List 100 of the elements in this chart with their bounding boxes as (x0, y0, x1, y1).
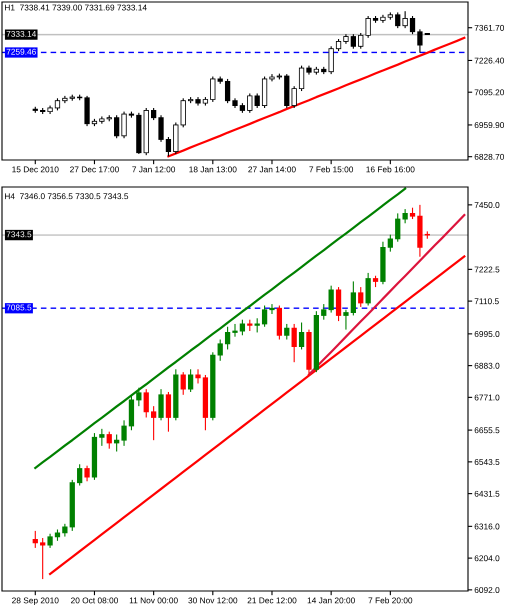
y-tick-label: 7095.20 (474, 89, 504, 96)
line-series (48, 255, 466, 576)
candlestick (166, 136, 172, 157)
candlestick (292, 323, 297, 363)
candlestick (180, 372, 186, 396)
candlestick (218, 338, 223, 362)
y-tick-label: 6655.5 (474, 427, 500, 434)
candlestick (210, 76, 216, 102)
y-tick-label: 6828.70 (474, 154, 504, 160)
candlestick (336, 38, 342, 52)
ref-line-label: 7333.14 (6, 30, 36, 37)
x-tick-label: 18 Jan 13:00 (189, 166, 237, 172)
candlestick (298, 322, 304, 350)
candlestick (32, 530, 38, 548)
candlestick (150, 406, 156, 441)
x-tick-label: 30 Nov 12:00 (188, 597, 238, 604)
chart-title: H1 7338.41 7339.00 7331.69 7333.14 (5, 4, 147, 10)
candlestick (114, 434, 120, 452)
candlestick (158, 114, 164, 142)
candlestick (321, 304, 326, 320)
candlestick (292, 86, 297, 109)
candlestick (328, 46, 334, 75)
x-tick-label: 28 Sep 2010 (12, 597, 59, 606)
y-tick-label: 6883.0 (474, 362, 500, 369)
candlestick (136, 387, 142, 407)
candlestick (54, 98, 60, 111)
x-tick-label: 20 Oct 08:00 (71, 597, 118, 604)
candlestick (54, 528, 60, 542)
ref-line-label: 7085.5 (6, 304, 32, 310)
x-tick-label: 16 Feb 16:00 (366, 166, 415, 172)
candlestick (402, 208, 408, 224)
y-tick-label: 7222.5 (474, 266, 500, 272)
y-tick-label: 7110.5 (474, 298, 499, 304)
candlestick (106, 431, 112, 450)
candlestick (232, 98, 238, 109)
candlestick (114, 114, 120, 139)
candlestick (121, 111, 127, 139)
candlestick (358, 32, 364, 50)
candlestick (240, 319, 246, 336)
x-tick-label: 14 Jan 20:00 (308, 597, 355, 604)
candlestick (343, 34, 349, 44)
y-tick-label: 6995.0 (474, 331, 500, 337)
x-tick-label: 7 Feb 15:00 (309, 166, 354, 172)
x-tick-label: 27 Jan 14:00 (248, 166, 296, 172)
x-tick-label: 7 Feb 20:00 (368, 597, 412, 604)
candlestick (121, 420, 127, 446)
candlestick (254, 92, 260, 109)
line-series (167, 36, 466, 158)
candlestick (99, 428, 104, 446)
candlestick (298, 65, 304, 92)
candlestick (395, 12, 400, 29)
candlestick (410, 15, 416, 35)
candlestick (358, 286, 364, 308)
candlestick (62, 523, 68, 538)
candlestick (240, 102, 246, 114)
y-tick-label: 7226.40 (474, 58, 504, 64)
candlestick (284, 323, 290, 340)
y-tick-label: 6316.0 (474, 524, 500, 530)
y-tick-label: 6204.0 (474, 555, 500, 562)
candlestick (195, 368, 201, 384)
ref-line-label: 7343.5 (6, 231, 32, 238)
candlestick (417, 28, 423, 54)
candlestick (372, 275, 378, 288)
candlestick (247, 319, 252, 332)
candlestick (350, 280, 356, 316)
candlestick (395, 212, 400, 242)
candlestick (410, 207, 416, 220)
x-tick-label: 7 Jan 12:00 (132, 166, 176, 172)
candlestick (350, 34, 356, 50)
candlestick (188, 368, 194, 393)
text: H4 7346.0 7356.5 7330.5 7343.5 (5, 193, 128, 200)
candlestick (224, 326, 230, 350)
candlestick (224, 78, 230, 104)
candlestick (254, 318, 260, 333)
candlestick (77, 464, 82, 486)
candlestick (84, 465, 90, 482)
ref-line-label: 7259.46 (6, 48, 36, 55)
x-tick-label: 27 Dec 17:00 (70, 166, 119, 172)
candlestick (343, 309, 349, 330)
candlestick (247, 92, 252, 114)
line-series (308, 214, 466, 376)
y-tick-label: 6431.5 (474, 490, 500, 497)
y-tick-label: 6543.5 (474, 459, 500, 465)
y-tick-label: 7361.70 (474, 24, 504, 31)
candlestick (402, 10, 408, 29)
y-tick-label: 6092.0 (474, 587, 500, 593)
candlestick (232, 323, 238, 338)
candlestick (366, 15, 371, 38)
y-tick-label: 7450.0 (474, 202, 500, 208)
candlestick (40, 537, 46, 580)
x-tick-label: 21 Dec 12:00 (248, 597, 296, 604)
candlestick (150, 107, 156, 121)
candlestick (144, 388, 149, 418)
candlestick (47, 533, 53, 548)
y-tick-label: 6771.0 (474, 394, 500, 400)
x-tick-label: 11 Nov 00:00 (130, 597, 178, 604)
y-tick-label: 6959.90 (474, 122, 504, 128)
candlestick (158, 388, 164, 421)
candlestick (388, 234, 393, 252)
candlestick (328, 285, 334, 314)
